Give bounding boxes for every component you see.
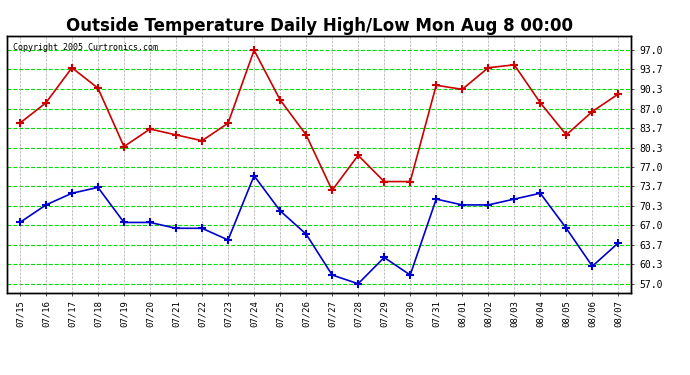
Text: Copyright 2005 Curtronics.com: Copyright 2005 Curtronics.com bbox=[13, 44, 158, 52]
Title: Outside Temperature Daily High/Low Mon Aug 8 00:00: Outside Temperature Daily High/Low Mon A… bbox=[66, 18, 573, 36]
